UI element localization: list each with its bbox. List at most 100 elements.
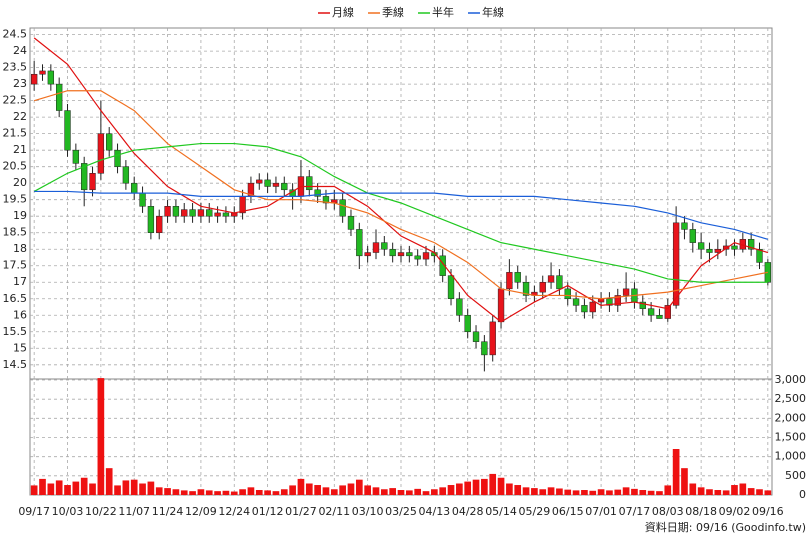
candle-body <box>197 209 205 217</box>
volume-bar <box>622 487 630 495</box>
volume-bar <box>506 483 513 495</box>
volume-bar <box>80 477 88 495</box>
candle-body <box>714 248 721 253</box>
volume-bar <box>389 488 396 495</box>
candle-body <box>422 252 430 260</box>
candle-body <box>722 245 730 250</box>
volume-bar <box>514 485 522 495</box>
volume-bar <box>347 483 355 495</box>
candle-body <box>506 272 513 290</box>
candle-body <box>647 308 655 316</box>
volume-bar <box>472 479 480 495</box>
y-tick-label: 22.5 <box>3 94 28 107</box>
x-tick-label: 06/15 <box>552 505 584 518</box>
volume-bar <box>697 487 705 495</box>
candle-body <box>114 149 121 167</box>
y2-tick-label: 500 <box>785 469 806 482</box>
y2-tick-label: 2,000 <box>775 411 807 424</box>
y-tick-label: 15 <box>13 341 27 354</box>
candle-body <box>39 70 46 75</box>
volume-bar <box>255 490 263 495</box>
candle-body <box>397 252 405 257</box>
candle-body <box>181 209 188 217</box>
volume-bar <box>97 378 105 495</box>
volume-bar <box>422 491 430 495</box>
candle-body <box>272 182 280 187</box>
candle-body <box>414 255 421 260</box>
volume-bar <box>105 468 113 495</box>
x-tick-label: 07/01 <box>585 505 617 518</box>
volume-bar <box>72 481 80 495</box>
y-tick-label: 20.5 <box>3 160 28 173</box>
candle-body <box>381 242 388 250</box>
volume-bar <box>547 487 555 495</box>
volume-bar <box>756 489 763 495</box>
legend-label: 季線 <box>382 5 404 19</box>
volume-bar <box>764 490 772 495</box>
candle-body <box>672 222 680 306</box>
volume-bar <box>230 491 238 495</box>
candle-body <box>356 229 363 257</box>
volume-bar <box>406 490 413 495</box>
volume-bar <box>497 477 505 495</box>
candle-body <box>172 206 180 217</box>
candle-body <box>439 255 446 276</box>
volume-bar <box>581 490 588 495</box>
candle-body <box>689 229 696 243</box>
volume-bar <box>522 487 530 495</box>
x-tick-label: 11/07 <box>118 505 150 518</box>
candle-body <box>72 149 80 164</box>
volume-bar <box>706 489 713 495</box>
candle-body <box>606 298 613 306</box>
candle-body <box>189 209 196 217</box>
volume-bar <box>30 485 38 495</box>
candle-body <box>756 248 763 263</box>
volume-bar <box>130 479 138 495</box>
x-tick-label: 09/16 <box>752 505 784 518</box>
x-tick-label: 05/14 <box>485 505 517 518</box>
moving-average-line <box>34 190 769 240</box>
volume-bar <box>355 479 363 495</box>
x-tick-label: 10/03 <box>52 505 84 518</box>
volume-bar <box>656 491 663 495</box>
candle-body <box>456 298 463 316</box>
volume-bar <box>139 483 146 495</box>
volume-bar <box>489 473 497 495</box>
candle-body <box>514 272 521 283</box>
candle-body <box>122 166 130 184</box>
volume-bar <box>539 489 547 495</box>
x-tick-label: 09/02 <box>719 505 751 518</box>
candle-body <box>481 341 488 356</box>
candle-body <box>64 110 71 151</box>
candle-body <box>56 83 63 111</box>
candle-body <box>264 179 271 187</box>
candle-body <box>281 182 288 191</box>
candle-body <box>139 192 146 207</box>
candle-body <box>106 133 113 151</box>
candle-body <box>206 209 213 217</box>
x-tick-label: 09/17 <box>18 505 50 518</box>
x-tick-label: 07/17 <box>619 505 651 518</box>
candle-body <box>322 196 330 204</box>
volume-bar <box>330 489 338 495</box>
volume-bar <box>439 487 447 495</box>
volume-bar <box>55 480 63 495</box>
candle-body <box>156 215 163 233</box>
volume-bar <box>681 468 688 495</box>
volume-bar <box>122 480 130 495</box>
volume-bar <box>689 483 697 495</box>
volume-bar <box>556 488 563 495</box>
y-tick-label: 24.5 <box>3 28 28 41</box>
volume-bar <box>739 483 747 495</box>
volume-bar <box>164 488 171 495</box>
volume-bar <box>481 478 488 495</box>
volume-bar <box>672 449 680 495</box>
candle-body <box>572 298 580 306</box>
candle-body <box>664 305 671 319</box>
y-tick-label: 14.5 <box>3 358 28 371</box>
volume-bar <box>189 491 196 495</box>
x-tick-label: 10/22 <box>85 505 117 518</box>
candle-body <box>314 189 321 197</box>
legend-label: 年線 <box>482 5 504 19</box>
y2-tick-label: 0 <box>799 488 806 501</box>
